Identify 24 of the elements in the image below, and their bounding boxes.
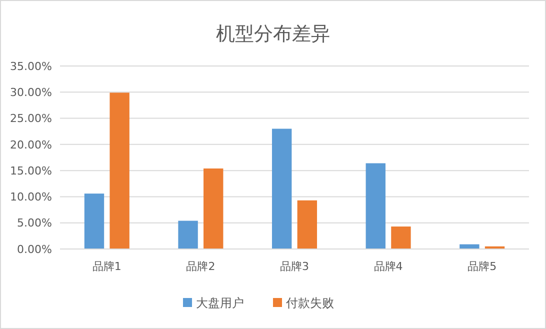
y-tick-label: 25.00% (10, 112, 52, 126)
bar (110, 92, 130, 249)
legend-label: 大盘用户 (196, 296, 244, 310)
bar (272, 128, 292, 249)
y-tick-label: 10.00% (10, 190, 52, 204)
x-tick-label: 品牌1 (92, 260, 122, 273)
x-tick-label: 品牌5 (468, 260, 497, 273)
bar (297, 200, 318, 249)
bar (366, 163, 386, 249)
x-tick-label: 品牌2 (186, 260, 216, 273)
y-tick-label: 15.00% (10, 164, 52, 178)
y-tick-label: 5.00% (17, 216, 52, 230)
bar (84, 194, 104, 249)
bar (178, 220, 198, 249)
y-tick-label: 35.00% (10, 60, 52, 73)
legend-label: 付款失败 (285, 296, 334, 310)
bar (204, 168, 224, 249)
chart-title: 机型分布差异 (216, 23, 330, 45)
x-tick-label: 品牌3 (280, 260, 309, 273)
y-tick-label: 30.00% (10, 86, 52, 99)
y-tick-label: 0.00% (17, 242, 52, 256)
x-tick-label: 品牌4 (374, 260, 403, 273)
y-tick-label: 20.00% (10, 138, 52, 152)
bar (391, 226, 411, 249)
